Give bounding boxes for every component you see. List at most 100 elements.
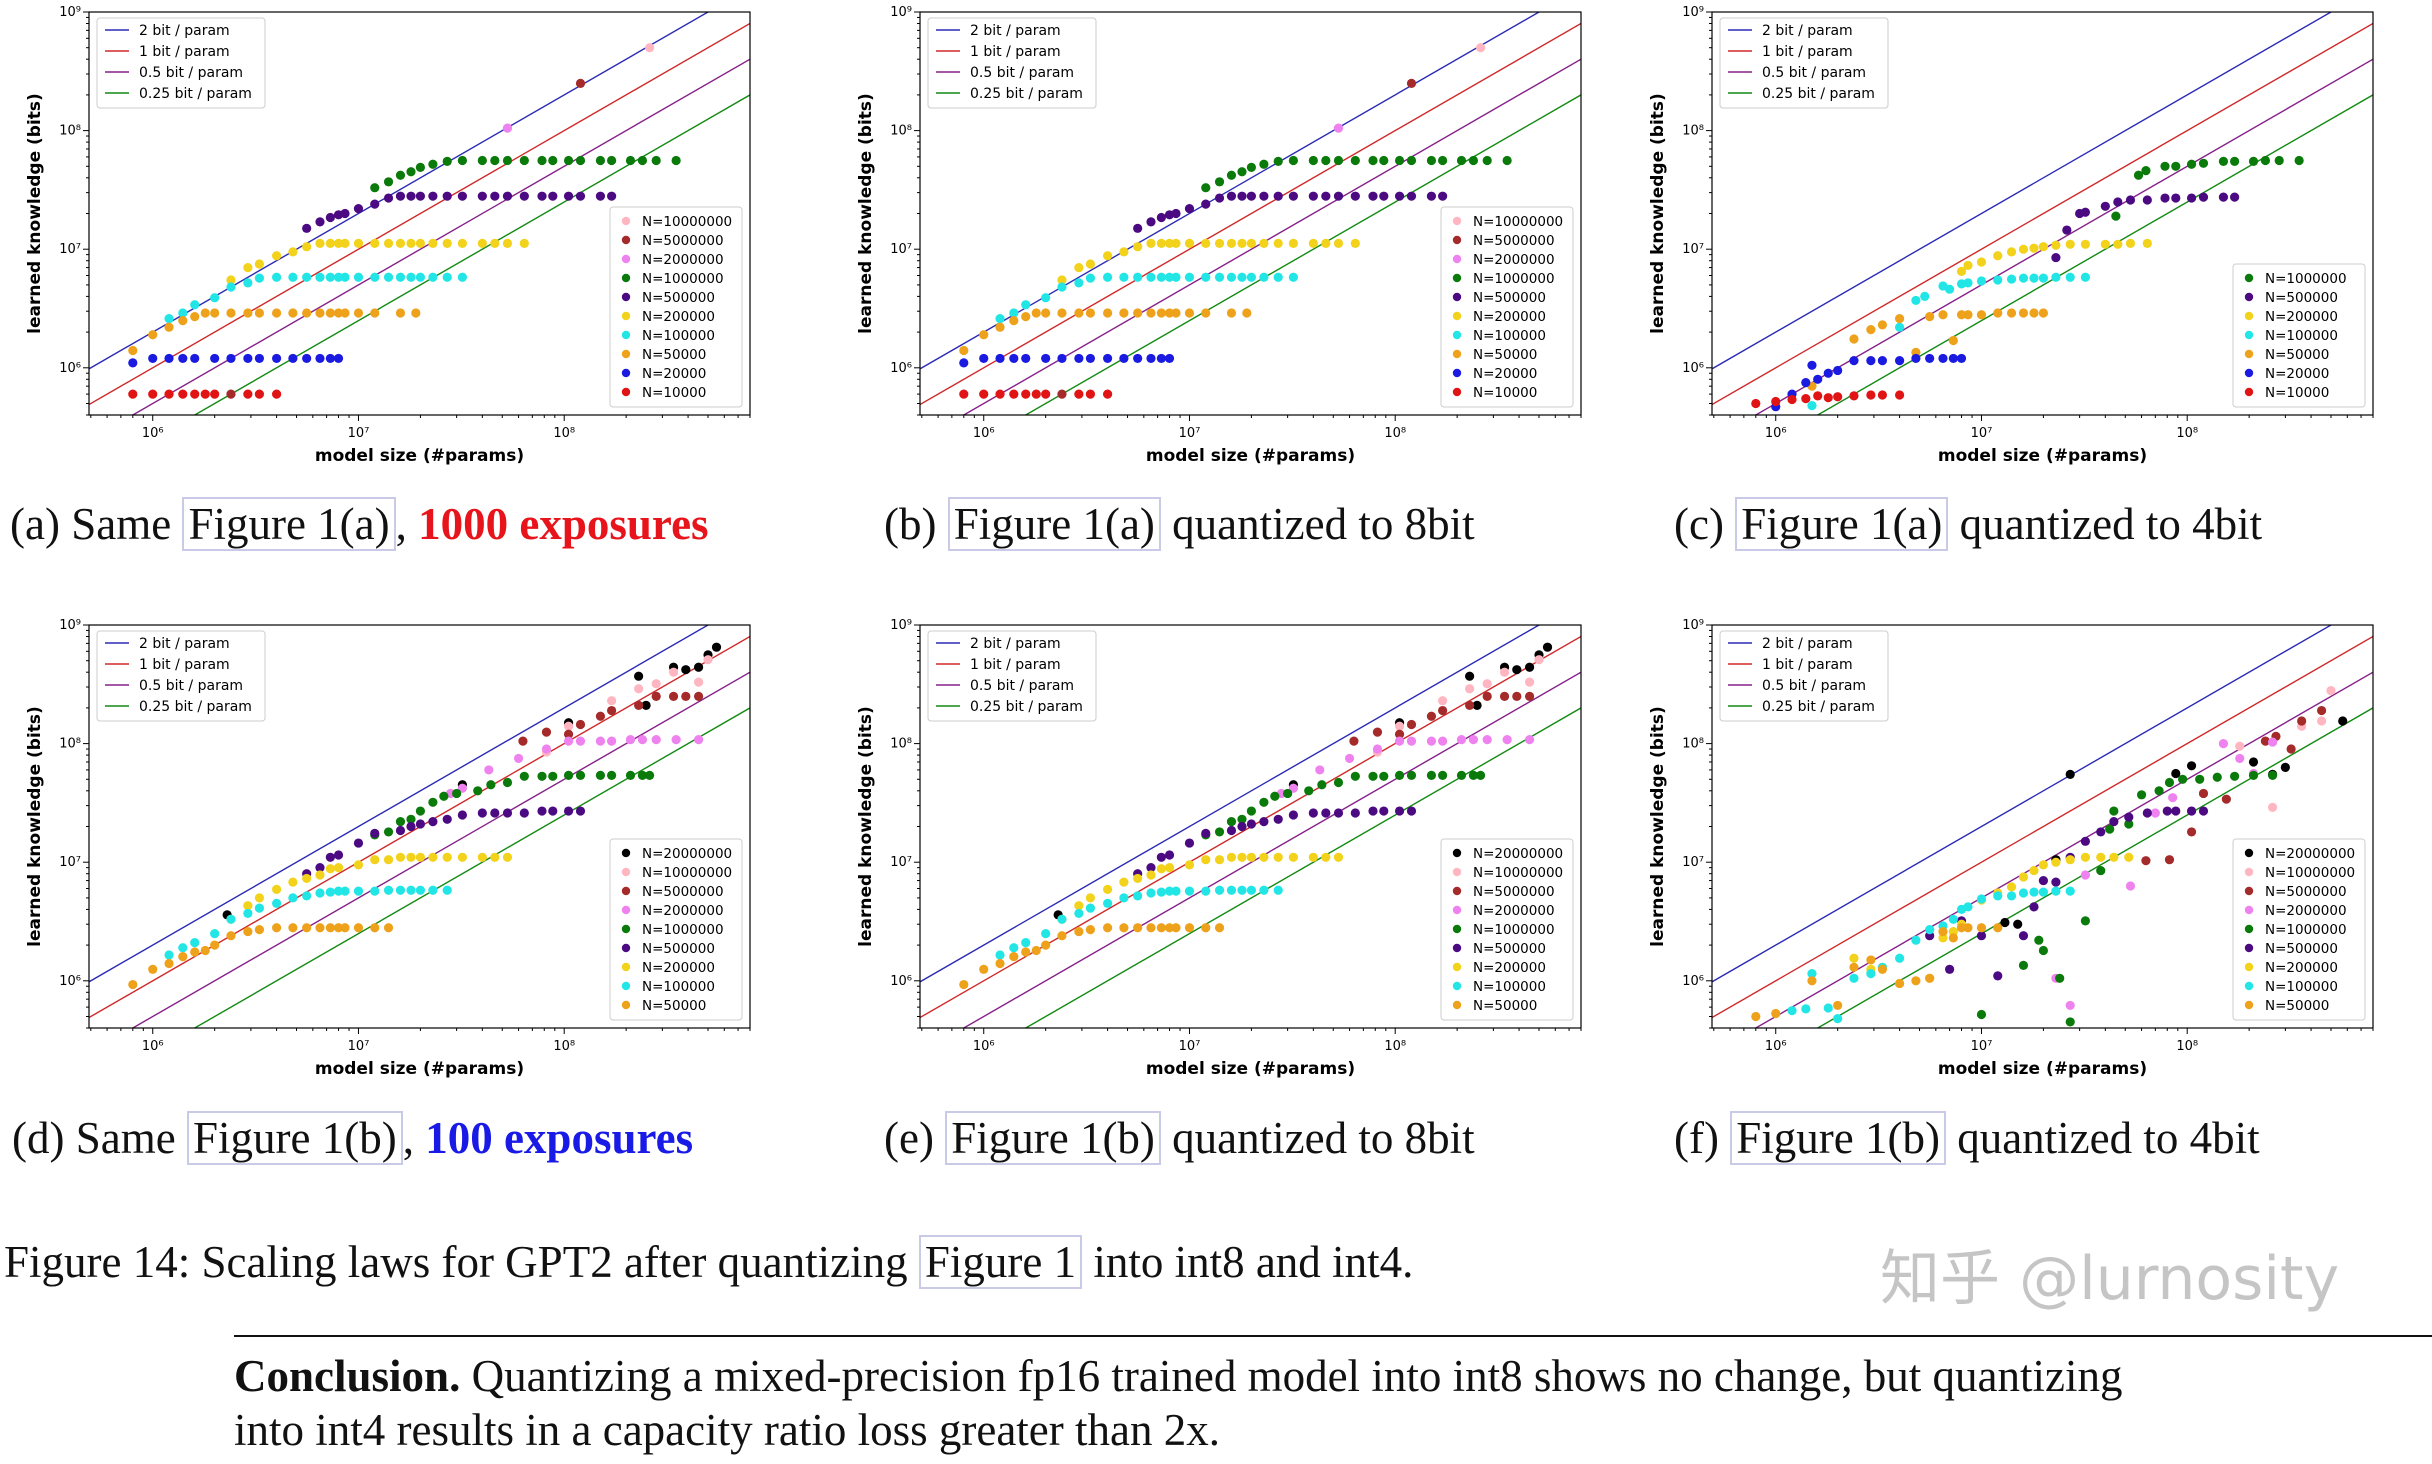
data-point <box>243 308 253 318</box>
series-n-1000000 <box>370 155 681 193</box>
x-tick-label: 10⁸ <box>2176 1039 2198 1054</box>
data-point <box>1911 295 1921 306</box>
data-point <box>1201 183 1211 193</box>
data-point <box>1849 334 1859 344</box>
legend-label: N=50000 <box>1473 347 1537 363</box>
data-point <box>1456 735 1467 745</box>
x-tick-label: 10⁸ <box>553 426 575 441</box>
data-point <box>1103 923 1113 933</box>
data-point <box>563 191 574 201</box>
data-point <box>1226 238 1237 248</box>
x-tick-label: 10⁶ <box>1765 426 1787 441</box>
data-point <box>1171 308 1181 318</box>
data-point <box>2029 273 2039 283</box>
figure-reference-link[interactable]: Figure 1(b) <box>945 1111 1161 1165</box>
data-point <box>1472 700 1482 710</box>
data-point <box>2006 308 2017 318</box>
figure-reference-link[interactable]: Figure 1(a) <box>947 497 1161 551</box>
data-point <box>1164 863 1175 873</box>
data-point <box>1103 884 1113 894</box>
data-point <box>1184 203 1195 214</box>
data-point <box>370 183 380 193</box>
data-point <box>1031 308 1041 318</box>
figure-reference-link[interactable]: Figure 1(a) <box>1735 497 1949 551</box>
data-point <box>681 691 691 702</box>
data-point <box>1288 155 1298 166</box>
data-point <box>1283 788 1293 799</box>
data-point <box>2248 757 2259 767</box>
legend-marker <box>621 924 631 934</box>
figure-caption-text: Scaling laws for GPT2 after quantizing <box>201 1237 908 1287</box>
data-point <box>1288 238 1298 248</box>
data-point <box>1041 940 1051 950</box>
data-point <box>353 308 364 318</box>
data-point <box>2109 852 2119 862</box>
data-point <box>2100 239 2110 249</box>
x-axis-label: model size (#params) <box>1146 446 1355 466</box>
data-point <box>254 308 265 318</box>
section-divider <box>234 1335 2432 1337</box>
data-point <box>428 159 438 169</box>
chart-b: 10⁶ 10⁷ 10⁸ 10⁶ 10⁷ 10⁸ 10⁹ model size (#params… <box>856 5 1582 466</box>
series-n-50000 <box>128 308 421 356</box>
figure-reference-link[interactable]: Figure 1(b) <box>186 1111 403 1165</box>
data-point <box>1308 191 1318 201</box>
data-point <box>302 308 312 318</box>
data-point <box>340 923 350 933</box>
data-point <box>1021 300 1031 310</box>
data-point <box>333 308 344 318</box>
data-point <box>1201 272 1211 282</box>
subcaption-label: (c) <box>1674 499 1724 549</box>
data-point <box>1948 335 1958 346</box>
legend-marker <box>2244 867 2254 877</box>
data-point <box>1214 177 1225 187</box>
data-point <box>1426 191 1437 201</box>
data-point <box>2113 197 2123 207</box>
data-point <box>1057 931 1067 941</box>
data-point <box>442 814 452 824</box>
series-n-50000 <box>1751 923 2003 1022</box>
data-point <box>2065 1000 2075 1011</box>
data-point <box>1041 929 1051 939</box>
data-point <box>1184 860 1195 870</box>
data-point <box>1976 1009 1987 1020</box>
data-point <box>1242 308 1252 318</box>
legend-marker <box>2244 1000 2254 1010</box>
data-point <box>575 78 586 89</box>
data-point <box>1426 770 1437 780</box>
data-point <box>210 353 220 364</box>
data-point <box>1321 155 1331 166</box>
y-tick-label: 10⁹ <box>890 618 912 633</box>
data-point <box>315 217 325 227</box>
series-n-1000000 <box>2111 155 2304 221</box>
figure-reference-link[interactable]: Figure 1(b) <box>1730 1111 1946 1165</box>
data-point <box>406 885 416 895</box>
series-n-200000 <box>226 238 529 285</box>
data-point <box>288 353 298 364</box>
data-point <box>210 389 220 399</box>
data-point <box>1807 401 1817 411</box>
figure-reference-link[interactable]: Figure 1 <box>918 1235 1083 1289</box>
series-n-10000 <box>1751 390 1905 409</box>
data-point <box>1406 191 1417 201</box>
data-point <box>1394 770 1405 780</box>
series-n-10000 <box>959 389 1113 399</box>
data-point <box>1333 238 1344 248</box>
x-tick-label: 10⁶ <box>142 1039 164 1054</box>
data-point <box>1751 1011 1761 1022</box>
data-point <box>1164 850 1175 860</box>
data-point <box>428 797 438 807</box>
data-point <box>519 808 529 818</box>
data-point <box>1963 260 1973 271</box>
data-point <box>190 312 200 322</box>
figure-reference-link[interactable]: Figure 1(a) <box>182 497 396 551</box>
legend-marker <box>621 254 631 264</box>
data-point <box>1259 272 1269 282</box>
data-point <box>2338 716 2348 726</box>
data-point <box>439 791 449 801</box>
data-point <box>333 272 344 282</box>
legend-marker <box>2244 886 2254 896</box>
legend-label: N=20000 <box>2265 366 2329 382</box>
data-point <box>1146 238 1156 248</box>
legend-marker <box>2244 330 2254 340</box>
